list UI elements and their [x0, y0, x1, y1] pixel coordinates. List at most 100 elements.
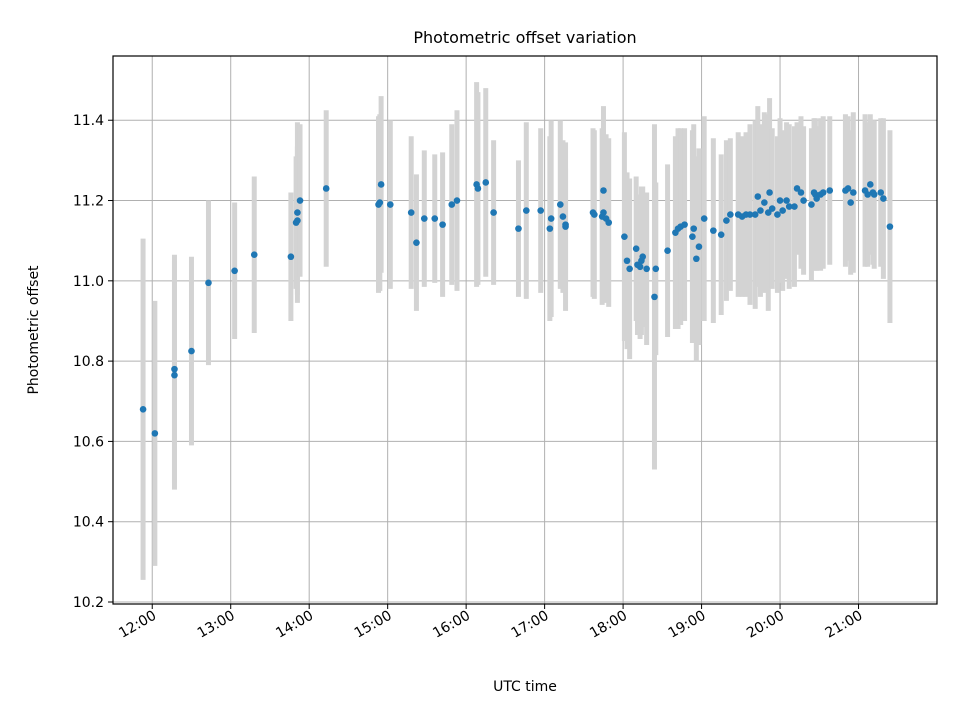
- x-axis-label: UTC time: [493, 679, 557, 695]
- data-point: [766, 189, 773, 196]
- data-point: [413, 239, 420, 246]
- grid: [113, 56, 937, 604]
- data-point: [849, 189, 857, 196]
- data-point: [681, 221, 688, 228]
- data-point: [632, 245, 640, 253]
- data-point: [250, 251, 258, 259]
- data-point: [523, 207, 530, 214]
- data-point: [562, 221, 569, 228]
- data-point: [626, 265, 633, 273]
- data-point: [768, 205, 776, 212]
- data-point: [171, 371, 178, 379]
- data-point: [652, 265, 660, 273]
- data-points: [139, 179, 894, 437]
- data-point: [439, 221, 446, 228]
- y-tick-label: 11.4: [73, 113, 104, 129]
- data-point: [826, 187, 834, 194]
- y-tick-label: 10.6: [73, 434, 104, 450]
- data-point: [287, 253, 295, 261]
- data-point: [171, 365, 178, 373]
- x-tick-label: 12:00: [116, 608, 159, 642]
- y-tick-label: 11.2: [73, 194, 104, 210]
- data-point: [557, 201, 564, 208]
- data-point: [864, 191, 871, 198]
- data-point: [621, 233, 628, 240]
- data-point: [808, 201, 815, 208]
- y-tick-label: 10.8: [73, 354, 104, 370]
- data-point: [188, 347, 195, 355]
- data-point: [636, 263, 644, 271]
- data-point: [776, 197, 784, 204]
- data-point: [205, 279, 212, 287]
- data-point: [779, 207, 786, 214]
- data-point: [785, 203, 793, 210]
- data-point: [386, 201, 394, 208]
- x-tick-label: 14:00: [273, 608, 316, 642]
- data-point: [651, 293, 658, 301]
- data-point: [547, 215, 555, 222]
- data-point: [844, 185, 852, 192]
- data-point: [710, 227, 717, 234]
- data-point: [294, 217, 301, 224]
- data-point: [880, 195, 887, 202]
- data-point: [431, 215, 439, 222]
- data-point: [797, 189, 805, 196]
- data-point: [847, 199, 854, 206]
- plot-frame: [112, 55, 938, 605]
- y-axis: 10.2 10.4 10.6 10.8 11.0 11.2 11.4: [73, 113, 113, 611]
- data-point: [296, 197, 304, 204]
- data-point: [639, 253, 647, 261]
- data-point: [774, 211, 781, 218]
- data-point: [690, 225, 698, 232]
- data-point: [600, 187, 607, 194]
- data-point: [877, 189, 885, 196]
- data-point: [783, 197, 790, 204]
- data-point: [761, 199, 768, 206]
- data-point: [791, 203, 798, 210]
- data-point: [515, 225, 522, 232]
- data-point: [727, 211, 734, 218]
- data-point: [600, 209, 607, 216]
- y-tick-label: 10.2: [73, 595, 104, 611]
- data-point: [453, 197, 461, 204]
- data-point: [746, 211, 754, 218]
- data-point: [623, 257, 631, 265]
- x-tick-label: 20:00: [744, 608, 787, 642]
- data-point: [664, 247, 671, 255]
- data-point: [870, 191, 878, 198]
- data-point: [559, 213, 567, 220]
- data-point: [420, 215, 428, 222]
- data-point: [866, 181, 874, 188]
- x-tick-label: 18:00: [587, 608, 630, 642]
- x-tick-label: 17:00: [509, 608, 552, 642]
- data-point: [757, 207, 764, 214]
- x-tick-label: 13:00: [195, 608, 238, 642]
- data-point: [294, 209, 301, 216]
- data-point: [695, 243, 703, 250]
- x-tick-label: 21:00: [823, 608, 866, 642]
- data-point: [546, 225, 554, 232]
- data-point: [605, 219, 613, 226]
- data-point: [377, 181, 385, 188]
- data-point: [689, 233, 696, 240]
- data-point: [700, 215, 708, 222]
- data-point: [448, 201, 456, 208]
- data-point: [693, 255, 700, 263]
- data-point: [376, 199, 384, 206]
- x-tick-label: 16:00: [430, 608, 473, 642]
- y-tick-label: 10.4: [73, 515, 104, 531]
- data-point: [139, 405, 147, 413]
- data-point: [800, 197, 807, 204]
- data-point: [231, 267, 238, 275]
- data-point: [490, 209, 497, 216]
- x-axis: 12:00 13:00 14:00 15:00 16:00 17:00 18:00 19:00…: [116, 604, 866, 642]
- data-point: [151, 430, 159, 437]
- errorbars: [140, 82, 893, 580]
- x-tick-label: 15:00: [352, 608, 395, 642]
- data-point: [482, 179, 490, 186]
- chart-title: Photometric offset variation: [413, 28, 636, 47]
- data-point: [819, 189, 827, 196]
- data-point: [591, 211, 598, 218]
- data-point: [643, 265, 650, 273]
